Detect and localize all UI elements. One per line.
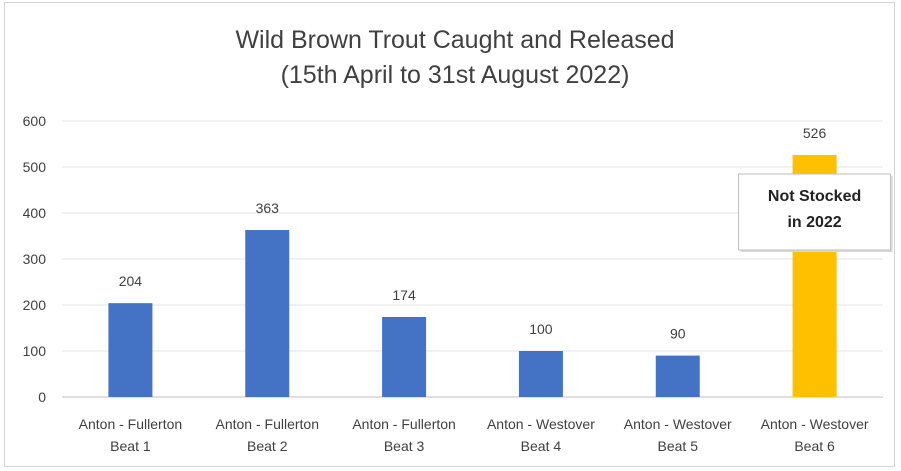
chart-title: Wild Brown Trout Caught and Released xyxy=(235,26,674,54)
chart-subtitle: (15th April to 31st August 2022) xyxy=(281,61,630,89)
x-tick-label: Beat 6 xyxy=(794,438,835,454)
bar xyxy=(108,303,153,397)
bar xyxy=(655,355,700,397)
callout-text: in 2022 xyxy=(787,214,841,231)
x-tick-label: Anton - Fullerton xyxy=(352,416,456,432)
y-axis-ticks: 0 100 200 300 400 500 600 xyxy=(23,113,47,405)
data-label: 100 xyxy=(529,321,553,337)
x-tick-label: Beat 4 xyxy=(521,438,562,454)
callout-box xyxy=(738,173,892,251)
data-label: 204 xyxy=(119,273,143,289)
bars xyxy=(108,155,837,397)
data-label: 174 xyxy=(392,287,416,303)
x-tick-label: Beat 5 xyxy=(658,438,699,454)
x-tick-label: Anton - Westover xyxy=(761,416,869,432)
callout: Not Stocked in 2022 xyxy=(738,173,893,252)
x-tick-label: Beat 1 xyxy=(110,438,151,454)
data-label: 363 xyxy=(256,200,280,216)
x-axis-labels: Anton - Fullerton Beat 1 Anton - Fullerton… xyxy=(79,416,869,454)
x-tick-label: Anton - Westover xyxy=(487,416,595,432)
y-tick-label: 300 xyxy=(23,251,47,267)
bar xyxy=(518,351,563,397)
y-tick-label: 0 xyxy=(38,389,46,405)
y-tick-label: 600 xyxy=(23,113,47,129)
y-tick-label: 400 xyxy=(23,205,47,221)
data-labels: 204 363 174 100 90 526 xyxy=(119,125,827,342)
y-tick-label: 100 xyxy=(23,343,47,359)
callout-text: Not Stocked xyxy=(768,188,861,205)
x-tick-label: Beat 2 xyxy=(247,438,288,454)
x-tick-label: Anton - Westover xyxy=(624,416,732,432)
y-tick-label: 500 xyxy=(23,159,47,175)
bar xyxy=(382,316,427,397)
y-tick-label: 200 xyxy=(23,297,47,313)
x-tick-label: Beat 3 xyxy=(384,438,425,454)
x-tick-label: Anton - Fullerton xyxy=(216,416,320,432)
gridlines xyxy=(62,120,883,398)
data-label: 526 xyxy=(803,125,827,141)
data-label: 90 xyxy=(670,326,686,342)
bar xyxy=(245,230,290,397)
x-tick-label: Anton - Fullerton xyxy=(79,416,183,432)
